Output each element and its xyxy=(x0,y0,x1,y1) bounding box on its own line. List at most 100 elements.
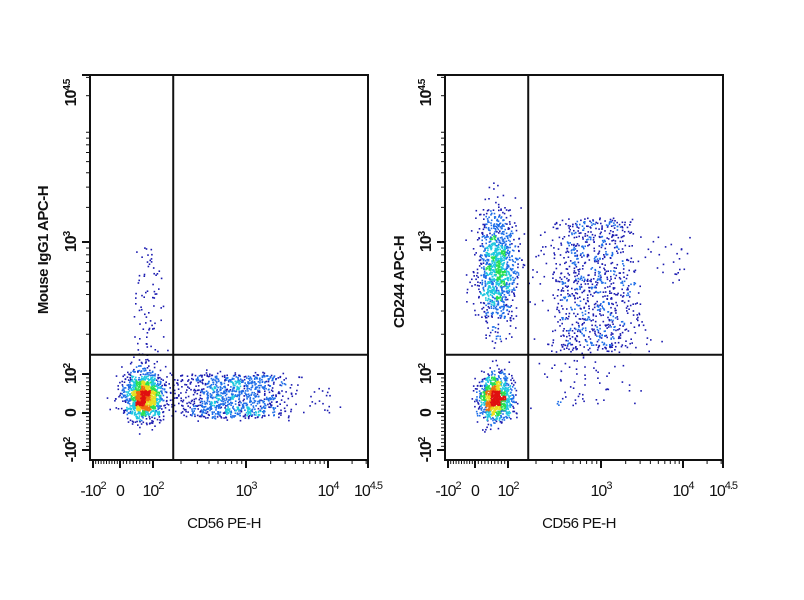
event-dot xyxy=(208,380,210,383)
event-dot xyxy=(489,240,491,243)
event-dot xyxy=(589,351,592,354)
event-dot xyxy=(479,396,481,399)
event-dot xyxy=(483,274,486,276)
event-dot xyxy=(506,291,508,294)
event-dot xyxy=(492,257,495,259)
event-dot xyxy=(298,376,301,379)
event-dot xyxy=(124,387,127,389)
event-dot xyxy=(623,276,625,278)
event-dot xyxy=(505,296,507,299)
event-dot xyxy=(154,425,156,427)
event-dot xyxy=(180,392,182,394)
event-dot xyxy=(481,258,484,260)
event-dot xyxy=(609,314,612,316)
event-dot xyxy=(510,274,512,277)
event-dot xyxy=(510,404,513,406)
event-dot xyxy=(231,402,234,404)
event-dot xyxy=(494,279,497,281)
event-dot xyxy=(482,397,485,399)
event-dot xyxy=(139,385,141,387)
event-dot xyxy=(206,400,209,402)
event-dot xyxy=(487,409,490,411)
event-dot xyxy=(491,238,493,241)
event-dot xyxy=(497,264,500,266)
event-dot xyxy=(575,315,577,318)
event-dot xyxy=(237,413,240,416)
event-dot xyxy=(193,389,195,392)
event-dot xyxy=(501,267,503,269)
event-dot xyxy=(146,411,149,414)
event-dot xyxy=(262,406,264,409)
event-dot xyxy=(290,410,292,413)
event-dot xyxy=(139,382,141,385)
event-dot xyxy=(567,318,569,320)
event-dot xyxy=(150,382,152,385)
event-dot xyxy=(487,416,489,419)
event-dot xyxy=(157,380,159,383)
event-dot xyxy=(258,402,261,404)
event-dot xyxy=(197,381,199,384)
event-dot xyxy=(232,382,235,385)
event-dot xyxy=(492,209,495,211)
event-dot xyxy=(575,328,577,331)
event-dot xyxy=(580,283,582,286)
event-dot xyxy=(250,386,253,389)
event-dot xyxy=(146,403,148,406)
event-dot xyxy=(160,397,162,399)
event-dot xyxy=(606,276,608,279)
event-dot xyxy=(491,383,493,386)
event-dot xyxy=(489,232,491,235)
event-dot xyxy=(506,403,509,405)
event-dot xyxy=(473,275,475,277)
event-dot xyxy=(496,279,498,281)
event-dot xyxy=(560,344,563,346)
event-dot xyxy=(480,370,483,373)
event-dot xyxy=(150,405,153,407)
event-dot xyxy=(604,264,606,266)
event-dot xyxy=(494,388,497,391)
event-dot xyxy=(210,402,212,404)
event-dot xyxy=(135,376,137,379)
event-dot xyxy=(501,232,504,235)
event-dot xyxy=(496,379,499,381)
event-dot xyxy=(495,268,497,270)
event-dot xyxy=(144,390,147,393)
event-dot xyxy=(506,265,508,268)
event-dot xyxy=(269,403,272,405)
event-dot xyxy=(269,376,272,378)
event-dot xyxy=(579,344,582,346)
x-tick-label: 104.5 xyxy=(354,480,383,500)
event-dot xyxy=(228,390,230,392)
event-dot xyxy=(127,385,130,387)
event-dot xyxy=(264,407,267,409)
event-dot xyxy=(487,327,489,329)
event-dot xyxy=(488,281,491,283)
event-dot xyxy=(233,415,235,417)
event-dot xyxy=(568,332,570,335)
event-dot xyxy=(128,403,131,405)
event-dot xyxy=(197,378,200,381)
event-dot xyxy=(149,320,152,322)
event-dot xyxy=(171,374,173,376)
event-dot xyxy=(205,390,208,392)
event-dot xyxy=(251,382,254,384)
event-dot xyxy=(611,321,614,323)
event-dot xyxy=(502,238,505,241)
event-dot xyxy=(472,248,475,250)
event-dot xyxy=(138,383,140,386)
event-dot xyxy=(503,250,505,253)
event-dot xyxy=(244,402,246,405)
event-dot xyxy=(495,249,497,251)
event-dot xyxy=(178,402,180,405)
event-dot xyxy=(251,380,254,382)
event-dot xyxy=(491,382,493,384)
event-dot xyxy=(493,212,496,215)
event-dot xyxy=(490,267,492,270)
event-dot xyxy=(140,390,142,393)
event-dot xyxy=(287,416,290,419)
event-dot xyxy=(199,379,201,382)
event-dot xyxy=(122,375,124,378)
event-dot xyxy=(232,405,234,408)
event-dot xyxy=(231,378,234,381)
event-dot xyxy=(633,283,635,286)
